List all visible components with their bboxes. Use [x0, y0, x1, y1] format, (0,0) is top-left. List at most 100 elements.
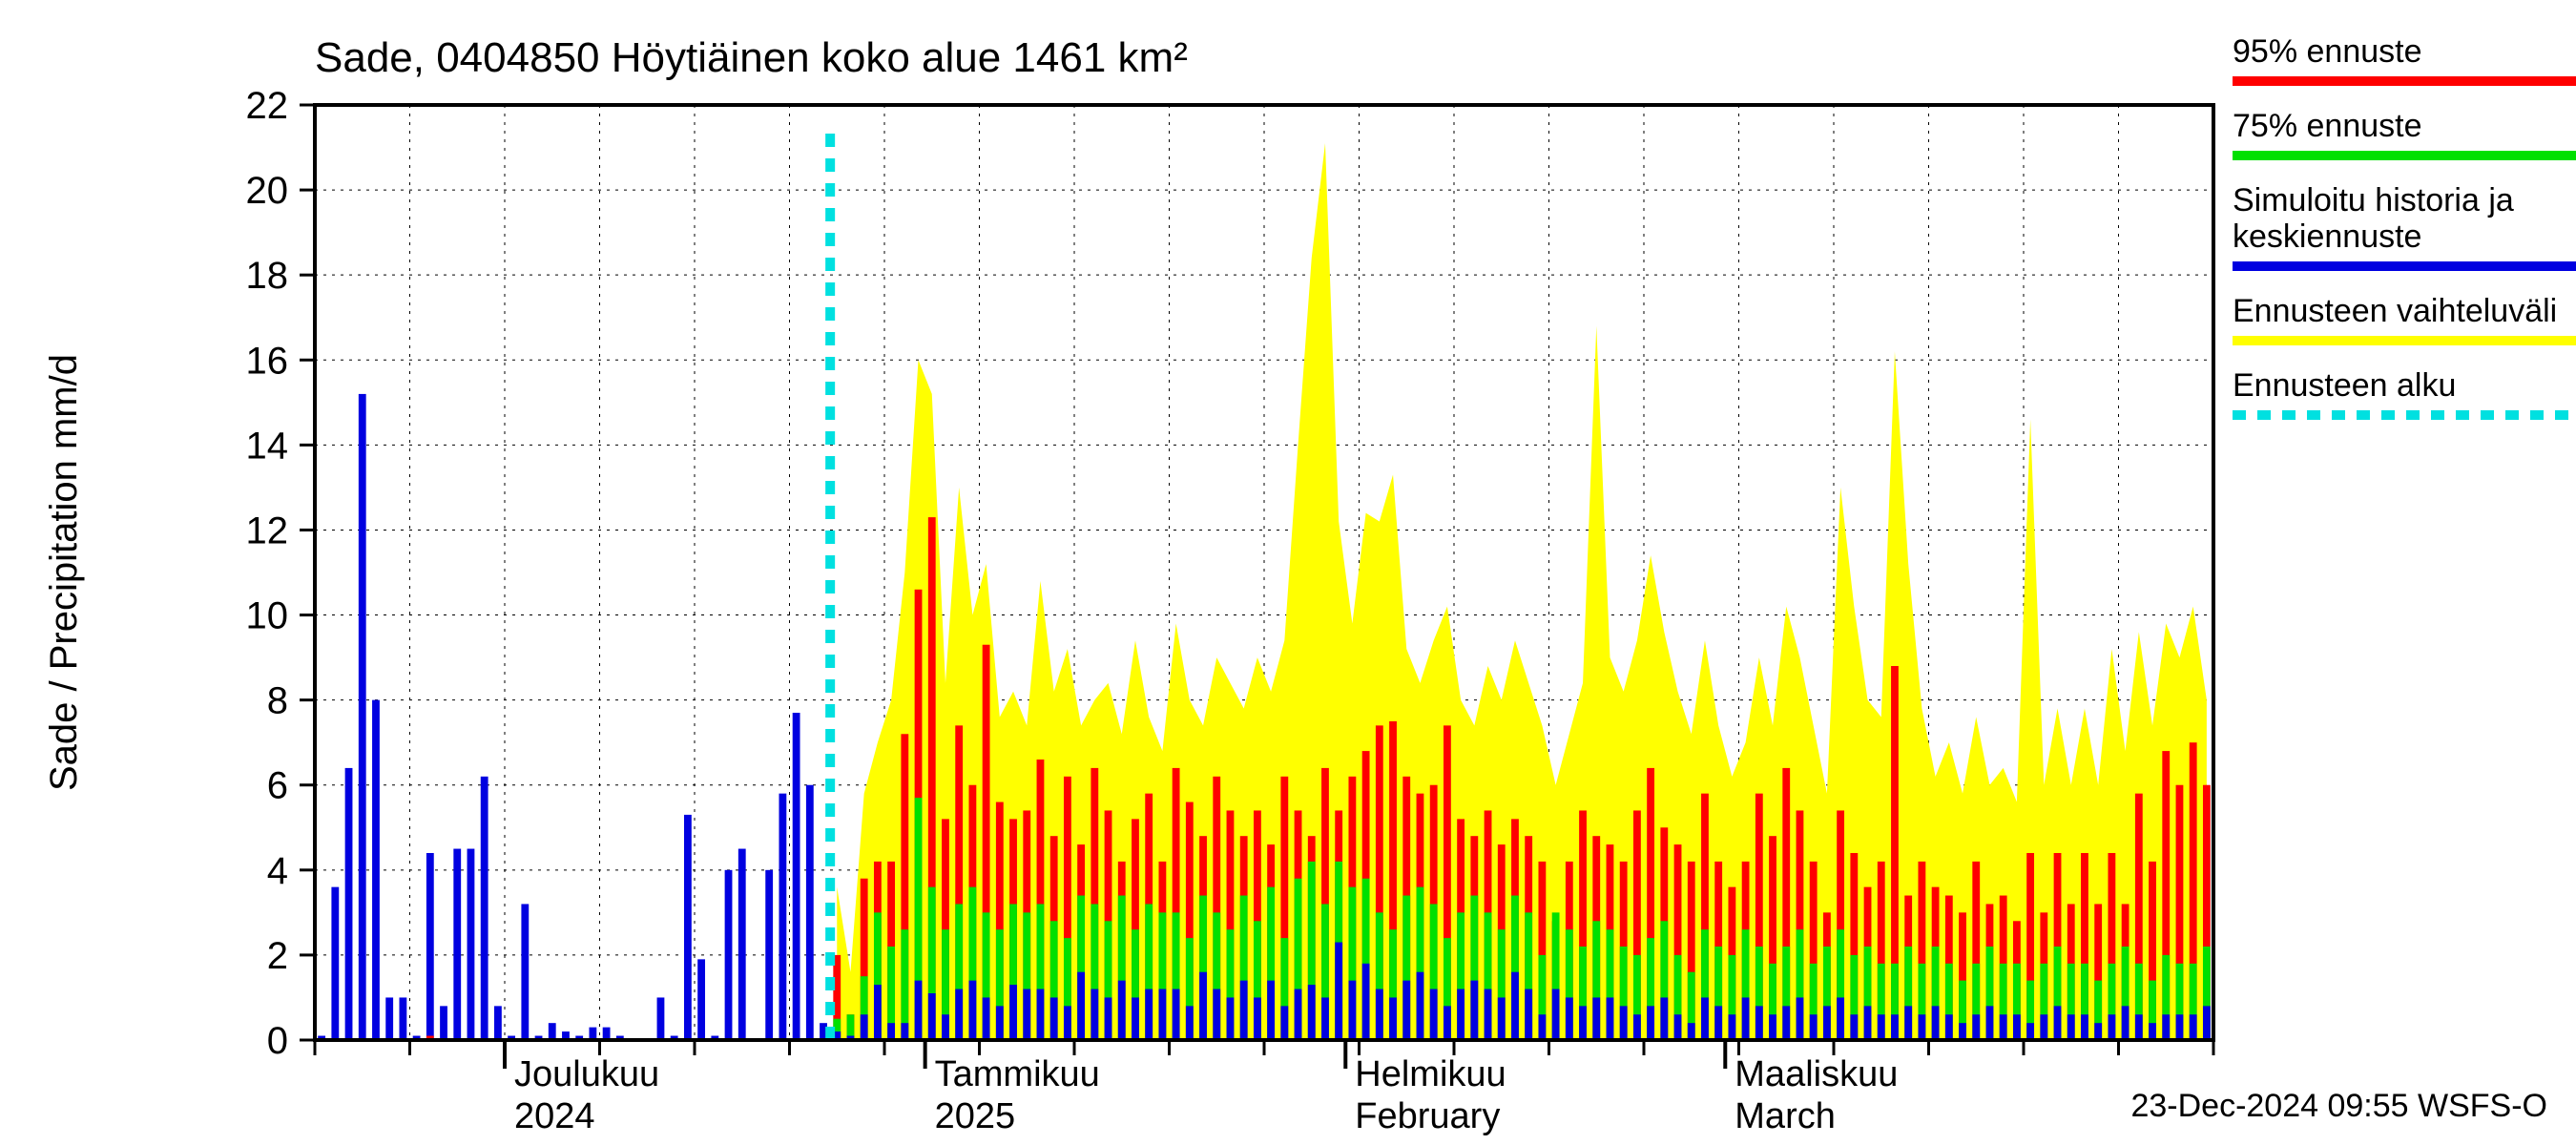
bar [2081, 1014, 2088, 1040]
legend-label: Ennusteen vaihteluväli [2233, 293, 2557, 329]
bar [385, 997, 393, 1040]
bar [1742, 997, 1750, 1040]
legend-label: 95% ennuste [2233, 33, 2422, 70]
month-label-bottom: March [1735, 1096, 1836, 1136]
bar [1132, 997, 1139, 1040]
bar [426, 853, 434, 1040]
bar [793, 713, 800, 1040]
bar [1348, 981, 1356, 1040]
bar [1660, 997, 1668, 1040]
bar [1064, 1006, 1071, 1040]
bar [901, 1023, 908, 1040]
bar [1607, 997, 1614, 1040]
bar [2040, 1014, 2047, 1040]
bar [968, 981, 976, 1040]
bar [1714, 1006, 1722, 1040]
bar [1932, 1006, 1940, 1040]
bar [1525, 989, 1532, 1040]
bar [1633, 1014, 1641, 1040]
bar [725, 870, 733, 1040]
y-tick-label: 18 [246, 255, 289, 297]
bar [1213, 989, 1220, 1040]
bar [1145, 989, 1153, 1040]
bar [1362, 964, 1370, 1040]
bar [1566, 997, 1573, 1040]
bar [1158, 989, 1166, 1040]
legend-label: Simuloitu historia ja [2233, 182, 2514, 219]
bar [1579, 1006, 1587, 1040]
bar [2122, 1006, 2129, 1040]
bar [1308, 985, 1316, 1040]
bar [2000, 1014, 2007, 1040]
bar [1986, 1006, 1994, 1040]
bar [453, 849, 461, 1040]
y-tick-label: 14 [246, 425, 289, 467]
bar [955, 989, 963, 1040]
bar [887, 1023, 895, 1040]
bar [1295, 989, 1302, 1040]
bar [684, 815, 692, 1040]
bar [1511, 972, 1519, 1040]
bar [1077, 972, 1085, 1040]
bar [2149, 1023, 2156, 1040]
bar [1485, 989, 1492, 1040]
bar [1321, 997, 1329, 1040]
bar [738, 849, 746, 1040]
bar [1186, 1006, 1194, 1040]
month-label-top: Maaliskuu [1735, 1054, 1898, 1094]
bar [1592, 997, 1600, 1040]
month-label-bottom: February [1355, 1096, 1500, 1136]
bar [1945, 1014, 1953, 1040]
bar [1009, 985, 1017, 1040]
bar [1959, 1023, 1966, 1040]
bar [603, 1028, 611, 1040]
bar [861, 1014, 868, 1040]
y-tick-label: 10 [246, 595, 289, 637]
y-tick-label: 22 [246, 85, 289, 127]
y-tick-label: 4 [267, 850, 288, 892]
bar [2067, 1014, 2075, 1040]
bar [1647, 1006, 1654, 1040]
legend: 95% ennuste 75% ennuste Simuloitu historia… [2233, 33, 2576, 415]
y-tick-label: 12 [246, 510, 289, 552]
bar [372, 700, 380, 1040]
bar [2203, 1006, 2211, 1040]
bar [1267, 981, 1275, 1040]
bar [1457, 989, 1465, 1040]
bar [874, 985, 882, 1040]
bar [331, 887, 339, 1040]
bar [657, 997, 665, 1040]
bar [1240, 981, 1248, 1040]
bar [1173, 989, 1180, 1040]
bar [494, 1006, 502, 1040]
bar [1444, 1006, 1451, 1040]
bar [1254, 997, 1261, 1040]
bar [1850, 1014, 1858, 1040]
legend-label: 75% ennuste [2233, 108, 2422, 144]
bar [1864, 1006, 1872, 1040]
bar [1837, 997, 1844, 1040]
month-label-bottom: 2024 [514, 1096, 595, 1136]
bar [1552, 989, 1560, 1040]
bar [1878, 1014, 1885, 1040]
bar [345, 768, 353, 1040]
y-tick-label: 16 [246, 340, 289, 382]
bar [1050, 997, 1058, 1040]
bar [1904, 1006, 1912, 1040]
bar [1105, 997, 1112, 1040]
bar [1118, 981, 1126, 1040]
bar [440, 1006, 447, 1040]
bar [1389, 997, 1397, 1040]
bar [765, 870, 773, 1040]
bar [2162, 1014, 2170, 1040]
y-tick-label: 0 [267, 1020, 288, 1062]
bar [942, 1014, 949, 1040]
bar [467, 849, 475, 1040]
month-label-top: Tammikuu [935, 1054, 1100, 1094]
bar [1470, 981, 1478, 1040]
bar [2094, 1023, 2102, 1040]
bar [2108, 1014, 2115, 1040]
bar [697, 959, 705, 1040]
bar [1227, 997, 1235, 1040]
bar [1091, 989, 1098, 1040]
